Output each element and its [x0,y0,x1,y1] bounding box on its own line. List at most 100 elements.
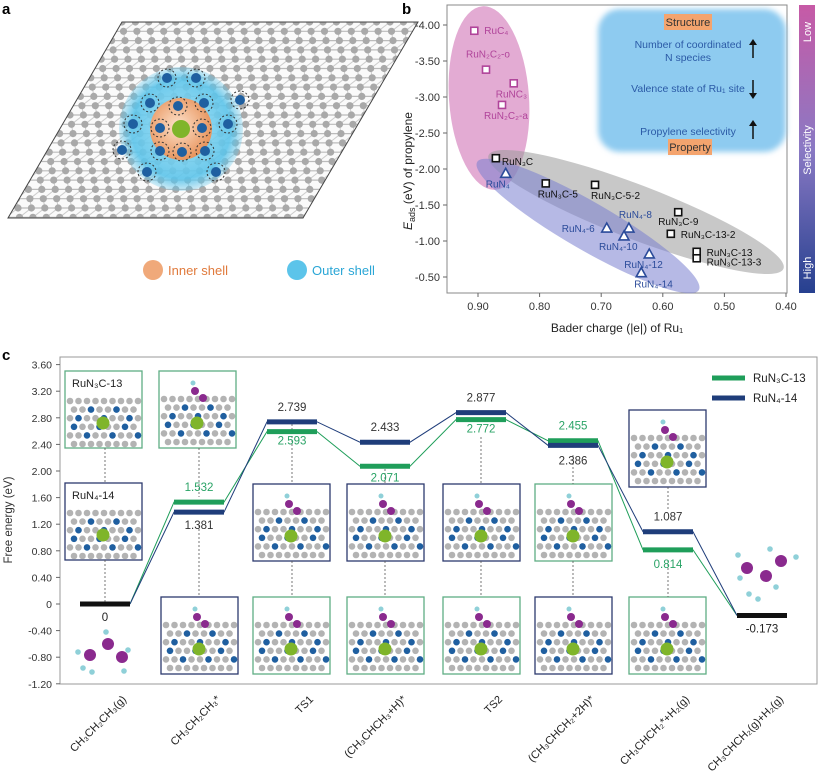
carbon-atom [668,477,676,485]
carbon-atom [371,176,379,184]
carbon-atom [30,139,38,147]
carbon-atom [257,213,265,218]
carbon-atom [179,638,187,646]
carbon-atom [491,551,498,559]
carbon-atom [566,630,573,637]
bond [14,96,28,107]
nitrogen-atom [322,543,330,550]
carbon-atom [361,664,368,672]
carbon-atom [470,543,477,550]
carbon-atom [305,621,313,629]
carbon-atom [604,621,612,629]
carbon-atom [285,55,293,63]
carbon-atom [388,111,396,119]
coordination-ring [206,162,226,182]
hydrogen-atom [190,380,196,386]
carbon-atom [105,22,113,26]
carbon-atom [173,27,181,35]
carbon-atom [352,55,360,63]
carbon-atom [188,204,196,212]
carbon-atom [130,552,137,560]
bond [380,207,394,218]
nitrogen-atom [403,647,411,655]
carbon-atom [84,139,92,147]
carbon-atom [416,37,418,45]
carbon-atom [294,27,302,35]
nitrogen-atom [677,443,684,450]
carbon-atom [96,440,103,448]
carbon-atom [457,551,464,559]
carbon-atom [160,412,168,420]
arrowhead-icon [749,93,757,99]
carbon-atom [127,74,135,82]
y-tick-label: 1.60 [32,493,53,505]
structure-inset [534,596,613,675]
bond [8,133,20,144]
bond [2,106,4,115]
carbon-atom [343,167,351,175]
carbon-atom [427,186,434,193]
molecule-atom [191,387,199,395]
carbon-atom [461,638,469,646]
carbon-atom [41,120,49,128]
carbon-atom [412,630,419,637]
carbon-atom [504,656,511,663]
panel-a-label: a [2,1,11,18]
carbon-atom [382,157,390,166]
carbon-atom [102,167,110,175]
coordination-ring [168,96,188,116]
carbon-atom [596,621,603,629]
bond [327,207,340,218]
carbon-atom [111,139,119,147]
bond [0,59,7,68]
carbon-atom [52,27,61,35]
carbon-atom [370,167,378,175]
carbon-atom [295,37,303,45]
nitrogen-atom [263,638,270,646]
carbon-atom [553,525,561,533]
carbon-atom [504,508,511,516]
coordination-ring [123,114,143,134]
carbon-atom [508,534,515,542]
carbon-atom [399,525,407,533]
carbon-atom [347,27,355,35]
carbon-atom [181,438,189,446]
hydrogen-atom [284,606,290,612]
carbon-atom [583,551,590,559]
bond [382,142,385,153]
carbon-atom [474,664,481,672]
hydrogen-atom [566,493,572,499]
carbon-atom [111,55,119,63]
molecule-atom [199,394,207,402]
carbon-atom [694,630,701,637]
carbon-atom [318,534,325,542]
bond [413,77,418,88]
bond [20,133,34,144]
carbon-atom [271,139,280,147]
carbon-atom [194,430,202,437]
carbon-atom [176,46,184,54]
carbon-atom [23,176,31,184]
bond [8,189,16,200]
bond [18,49,22,60]
carbon-atom [120,195,128,203]
carbon-atom [8,139,12,147]
carbon-atom [8,74,14,82]
bond [445,31,447,40]
carbon-atom [15,130,23,138]
inner-shell-legend-label: Inner shell [168,263,228,278]
bond [32,49,35,60]
carbon-atom [8,148,13,156]
carbon-atom [389,120,397,128]
carbon-atom [36,176,44,184]
series-connector-line [129,419,738,616]
carbon-atom [303,83,311,91]
nitrogen-atom [83,432,91,439]
carbon-atom [87,157,95,166]
carbon-atom [177,412,185,420]
carbon-atom [643,460,650,468]
carbon-atom [440,102,447,109]
carbon-atom [146,27,154,35]
bond [86,217,89,218]
carbon-atom [341,157,350,166]
